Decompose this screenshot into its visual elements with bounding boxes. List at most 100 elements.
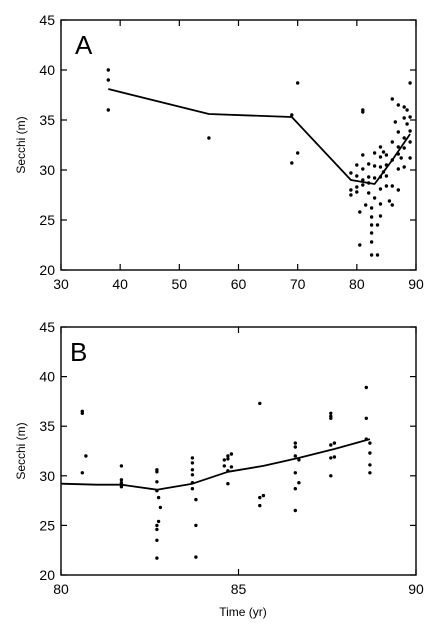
panel-a-xtick-label: 70 [290,276,306,292]
panel-a-data-point [361,178,365,182]
panel-a-ytick-label: 40 [39,62,55,78]
panel-a-data-point [390,140,394,144]
panel-a-data-point [387,199,392,203]
panel-b-data-point [155,489,159,493]
panel-a-data-point [364,203,368,207]
panel-a-data-point [372,196,377,200]
panel-b-data-point [368,463,372,467]
panel-b-data-point [261,493,266,498]
panel-a-data-point [408,81,412,85]
panel-b-data-point [119,478,124,482]
panel-a-xtick-label: 40 [112,276,128,292]
panel-b-trend-line [60,438,371,491]
panel-b-data-point [329,456,333,460]
panel-b-data-point [258,401,262,406]
panel-a-data-point [296,81,300,85]
panel-a-ytick-label: 25 [39,212,55,228]
panel-a-data-point [369,253,374,257]
panel-a-data-point [390,203,394,207]
panel-b-data-point [190,456,195,460]
panel-a-ytick-label: 30 [39,162,55,178]
panel-b-xtick-label: 85 [231,581,247,597]
panel-b-data-point [119,464,124,468]
panel-a-data-point [390,158,394,162]
panel-a-data-point [369,223,374,227]
panel-a-data-point [355,163,359,167]
panel-a-data-point [402,165,406,169]
panel-b-data-point [190,481,195,485]
panel-a-data-point [369,215,374,219]
panel-a-trend-line [108,88,411,185]
panel-a-data-point [349,171,353,175]
panel-a-data-point [361,167,365,171]
panel-b-data-point [190,461,195,465]
panel-a-xtick-label: 30 [53,276,69,292]
panel-b-data-point [155,523,159,528]
panel-a-data-point [358,210,362,214]
panel-b-data-point [158,505,163,510]
panel-b-data-point [155,470,159,474]
panel-a-data-point [396,167,400,171]
panel-b-data-point [80,411,85,415]
panel-b-data-point [194,523,198,528]
panel-a-ytick-label: 20 [39,262,55,278]
panel-a-plot-frame [60,19,417,271]
panel-b-data-point [293,441,297,445]
panel-b-data-point [364,437,368,441]
panel-a-data-point [393,120,397,124]
panel-b-data-point [80,471,85,475]
panel-a-data-point [396,188,400,192]
panel-b-data-point [155,556,159,560]
panel-b-data-point [332,455,337,459]
panel-b-data-point [297,458,301,462]
panel-b-data-point [329,411,333,415]
panel-b-data-point [194,497,198,502]
panel-b-data-point [293,454,297,458]
panel-b-data-point [190,468,195,472]
panel-a-data-point [290,113,294,117]
panel-a-data-point [378,145,383,149]
panel-a-data-point [396,145,400,149]
panel-b-ytick-label: 35 [39,418,55,434]
panel-a-ytick-label: 45 [39,12,55,28]
panel-b-data-point [329,443,333,447]
panel-b-ylabel: Secchi (m) [14,422,28,479]
panel-a-data-point [384,153,389,157]
panel-b-data-point [229,452,234,456]
panel-a-ytick-label: 35 [39,112,55,128]
panel-a-data-point [290,161,294,165]
panel-b-data-point [226,454,230,458]
panel-a-data-point [396,152,400,156]
panel-b-data-point [155,527,159,532]
panel-a-data-point [405,108,409,112]
panel-a-data-point [369,231,374,235]
panel-a-data-point [378,165,383,169]
panel-b-data-point [258,495,262,500]
panel-a-data-point [296,151,300,155]
panel-a-data-point [378,187,383,191]
panel-b: B Secchi (m) Time (yr) 80 85 90 20 25 30 35 40 4… [14,319,424,619]
panel-b-data-point [368,441,372,445]
panel-a-data-point [378,155,383,159]
panel-b-data-point [332,441,337,445]
panel-b-data-point [293,471,297,475]
panel-a-data-point [367,191,371,195]
panel-b-ytick-label: 20 [39,567,55,583]
panel-b-data-point [190,473,195,477]
panel-a-data-point [355,174,359,178]
panel-a-data-point [369,240,374,244]
panel-b-ytick-label: 40 [39,369,55,385]
panel-a-data-point [402,116,406,120]
panel-a-data-point [384,174,389,178]
panel-b-data-point [293,487,297,491]
panel-a-data-point [369,206,374,210]
panel-b-data-point [119,485,124,489]
panel-b-data-point [226,469,230,473]
panel-a-data-point [358,243,362,247]
panel-a-data-point [402,146,406,150]
panel-a-data-point [396,103,400,107]
panel-b-data-point [84,454,88,458]
panel-a-data-point [106,68,111,72]
panel-a-data-point [361,110,365,114]
panel-b-plot-frame [60,326,417,576]
